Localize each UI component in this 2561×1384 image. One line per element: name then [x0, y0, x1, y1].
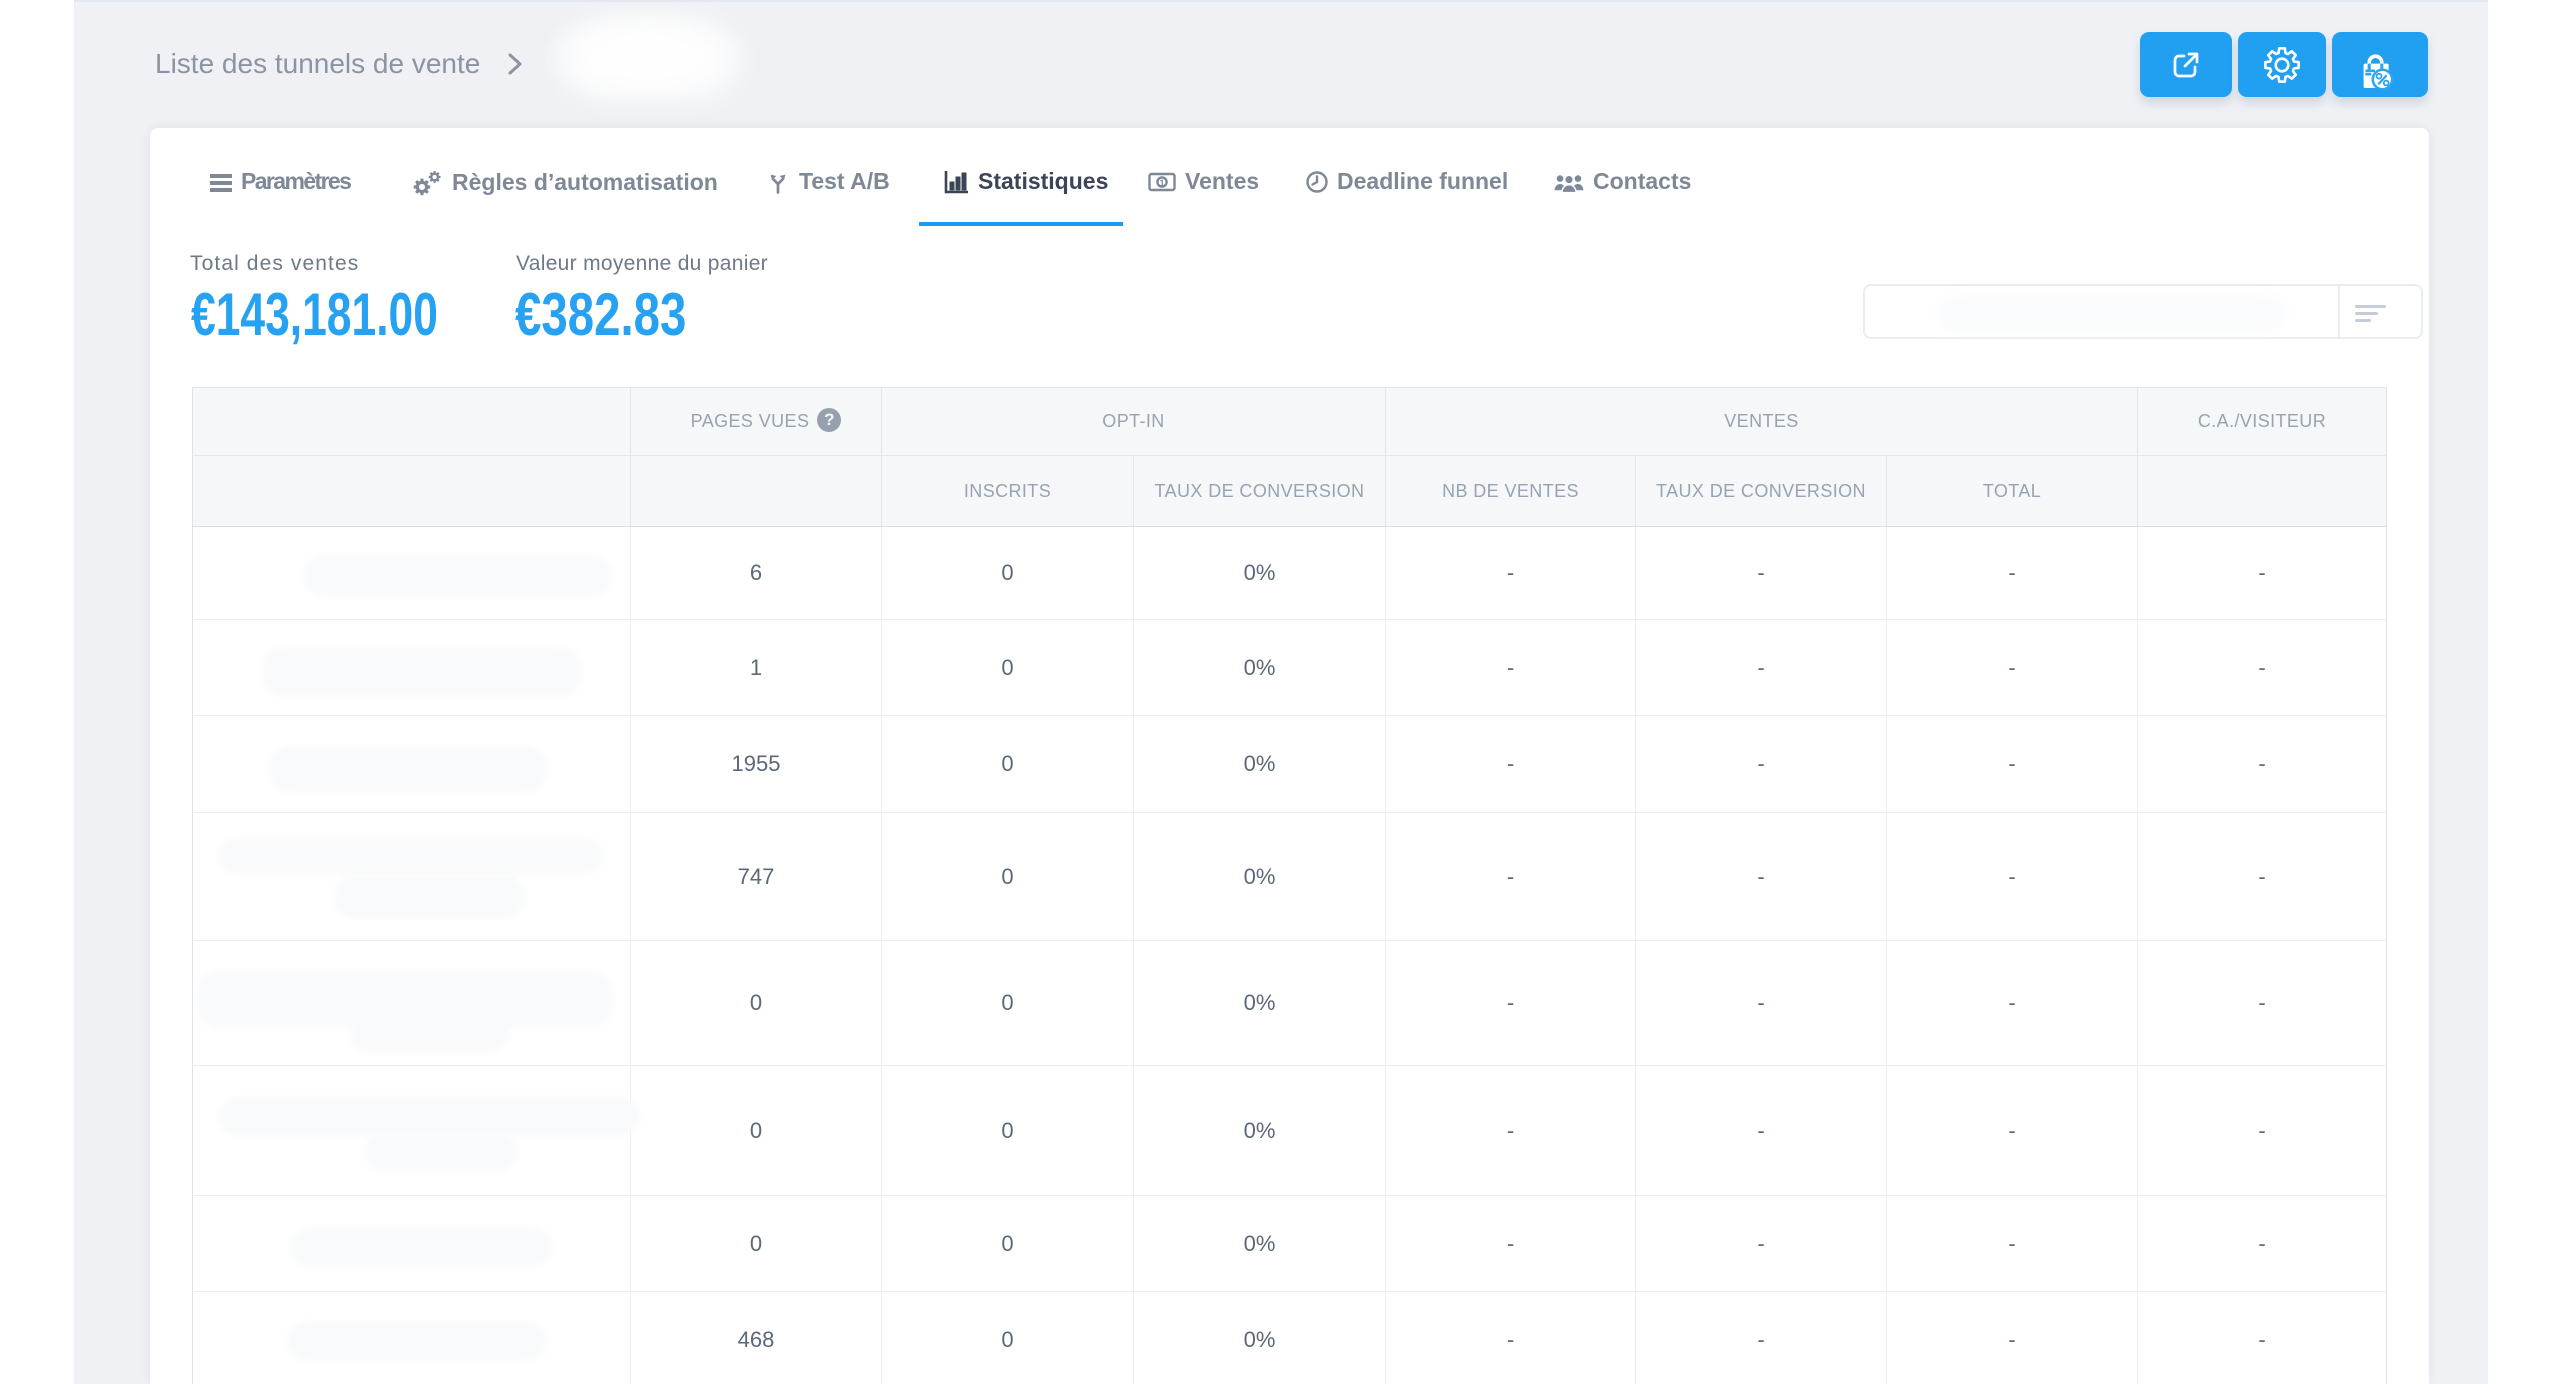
svg-text:1: 1	[1159, 177, 1164, 187]
